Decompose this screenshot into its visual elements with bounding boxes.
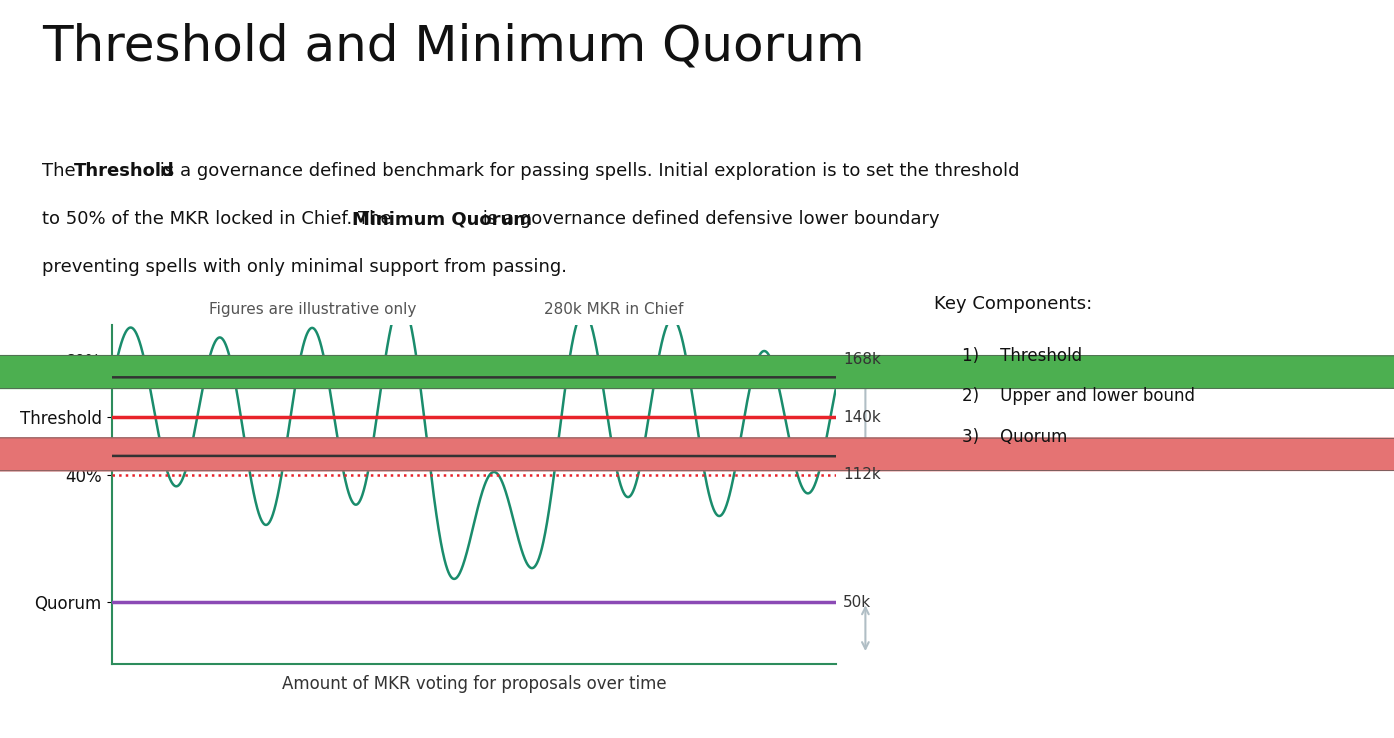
Text: to 50% of the MKR locked in Chief. The: to 50% of the MKR locked in Chief. The bbox=[42, 210, 397, 228]
Text: Threshold and Minimum Quorum: Threshold and Minimum Quorum bbox=[42, 22, 864, 70]
Text: 2)    Upper and lower bound: 2) Upper and lower bound bbox=[962, 387, 1195, 405]
Text: The: The bbox=[42, 162, 81, 180]
Text: is a governance defined benchmark for passing spells. Initial exploration is to : is a governance defined benchmark for pa… bbox=[153, 162, 1019, 180]
Text: 3)    Quorum: 3) Quorum bbox=[962, 428, 1068, 446]
Text: Key Components:: Key Components: bbox=[934, 295, 1093, 313]
Circle shape bbox=[0, 356, 1394, 388]
Circle shape bbox=[0, 438, 1394, 471]
Text: is a governance defined defensive lower boundary: is a governance defined defensive lower … bbox=[477, 210, 940, 228]
Text: Threshold: Threshold bbox=[74, 162, 174, 180]
Text: 280k MKR in Chief: 280k MKR in Chief bbox=[544, 303, 683, 317]
Text: 50k: 50k bbox=[843, 595, 871, 610]
Text: 168k: 168k bbox=[843, 352, 881, 368]
Text: 140k: 140k bbox=[843, 410, 881, 425]
X-axis label: Amount of MKR voting for proposals over time: Amount of MKR voting for proposals over … bbox=[282, 675, 666, 693]
Text: preventing spells with only minimal support from passing.: preventing spells with only minimal supp… bbox=[42, 258, 567, 276]
Text: 1)    Threshold: 1) Threshold bbox=[962, 347, 1082, 365]
Text: Figures are illustrative only: Figures are illustrative only bbox=[209, 303, 417, 317]
Text: 112k: 112k bbox=[843, 467, 881, 483]
Text: Minimum Quorum: Minimum Quorum bbox=[351, 210, 531, 228]
